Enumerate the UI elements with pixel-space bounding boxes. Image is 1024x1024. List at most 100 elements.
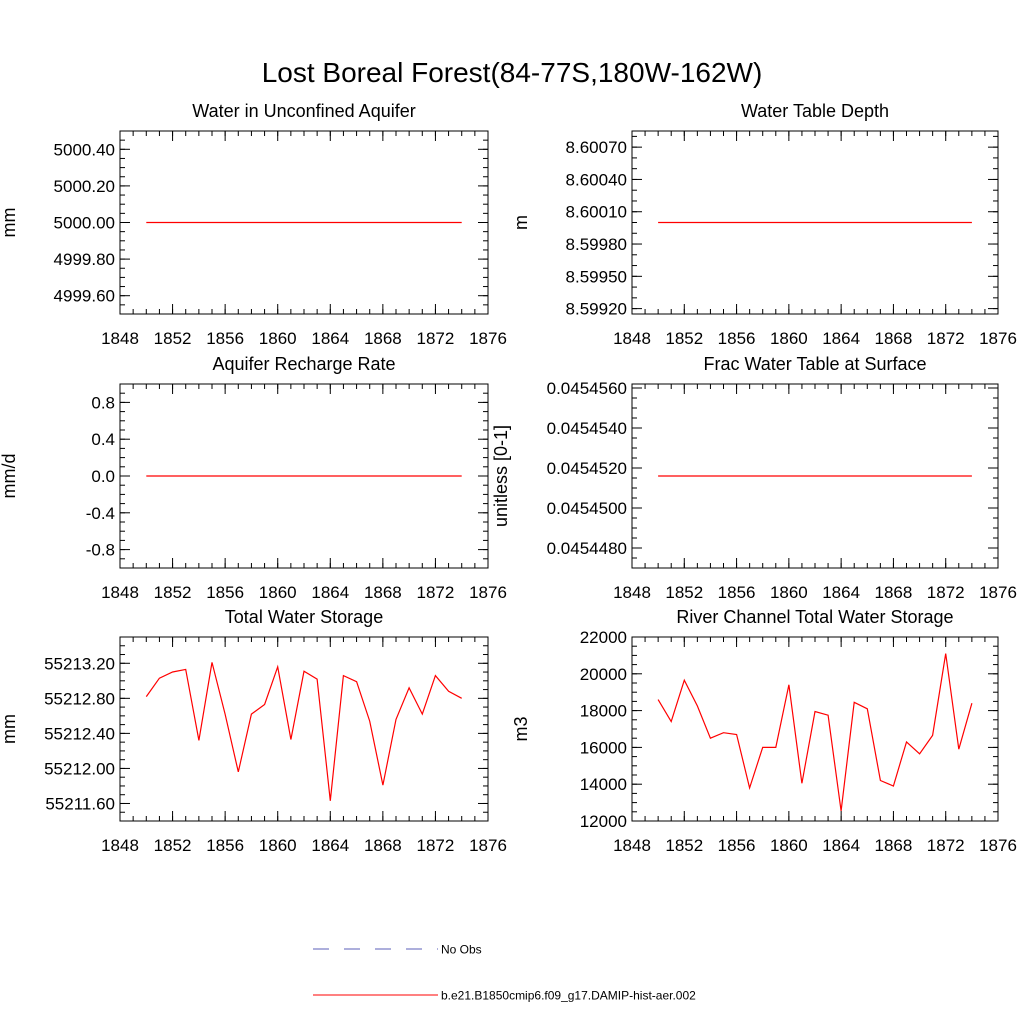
y-axis-label: mm xyxy=(0,208,19,238)
x-tick-label: 1868 xyxy=(875,329,913,348)
chart-panel-6: 1848 1852 1856 1860 1864 1868 1872 1876 12000 140… xyxy=(511,607,1017,855)
series-line xyxy=(657,653,973,811)
legend-label-model: b.e21.B1850cmip6.f09_g17.DAMIP-hist-aer.… xyxy=(441,989,696,1003)
panels: 1848 1852 1856 1860 1864 1868 1872 1876 4999.60 4… xyxy=(0,101,1017,855)
y-axis-label: m xyxy=(511,215,531,230)
x-tick-label: 1872 xyxy=(417,836,455,855)
y-tick-label: 55212.80 xyxy=(44,689,115,708)
y-tick-label: 12000 xyxy=(580,812,627,831)
y-tick-label: 0.0454500 xyxy=(547,499,627,518)
y-tick-label: 8.60070 xyxy=(566,138,627,157)
x-tick-label: 1868 xyxy=(875,583,913,602)
x-tick-label: 1872 xyxy=(927,836,965,855)
y-tick-label: 20000 xyxy=(580,665,627,684)
y-tick-label: 0.0 xyxy=(91,467,115,486)
x-tick-label: 1860 xyxy=(259,329,297,348)
x-tick-label: 1856 xyxy=(206,836,244,855)
x-tick-label: 1864 xyxy=(311,583,349,602)
x-tick-label: 1856 xyxy=(718,329,756,348)
y-tick-label: 0.0454520 xyxy=(547,459,627,478)
x-tick-label: 1852 xyxy=(154,583,192,602)
x-tick-label: 1860 xyxy=(259,836,297,855)
y-axis-label: m3 xyxy=(511,716,531,741)
chart-panel-4: 1848 1852 1856 1860 1864 1868 1872 1876 0.045448… xyxy=(491,354,1017,602)
y-tick-label: -0.8 xyxy=(86,541,115,560)
y-tick-label: 0.0454480 xyxy=(547,539,627,558)
y-tick-label: 55212.00 xyxy=(44,759,115,778)
y-tick-label: -0.4 xyxy=(86,504,115,523)
y-tick-label: 5000.20 xyxy=(54,177,115,196)
x-tick-label: 1876 xyxy=(979,329,1017,348)
y-tick-label: 8.59980 xyxy=(566,235,627,254)
subplot-title: Frac Water Table at Surface xyxy=(703,354,926,374)
x-tick-label: 1868 xyxy=(875,836,913,855)
x-tick-label: 1876 xyxy=(469,583,507,602)
x-tick-label: 1848 xyxy=(613,583,651,602)
y-tick-label: 8.59920 xyxy=(566,300,627,319)
x-tick-label: 1872 xyxy=(417,583,455,602)
x-tick-label: 1848 xyxy=(613,836,651,855)
y-axis-label: mm/d xyxy=(0,454,19,499)
y-tick-label: 55211.60 xyxy=(45,794,115,813)
x-tick-label: 1848 xyxy=(613,329,651,348)
x-tick-label: 1872 xyxy=(927,583,965,602)
y-tick-label: 5000.00 xyxy=(54,214,115,233)
x-tick-label: 1852 xyxy=(665,329,703,348)
y-tick-label: 0.0454540 xyxy=(547,419,627,438)
y-tick-label: 0.0454560 xyxy=(547,379,627,398)
legend: No Obs b.e21.B1850cmip6.f09_g17.DAMIP-hi… xyxy=(313,943,696,1003)
subplot-title: Total Water Storage xyxy=(225,607,383,627)
x-tick-label: 1864 xyxy=(822,836,860,855)
x-tick-label: 1876 xyxy=(979,836,1017,855)
y-tick-label: 8.60010 xyxy=(566,203,627,222)
chart-panel-3: 1848 1852 1856 1860 1864 1868 1872 1876 -0.8 -0.4… xyxy=(0,354,507,602)
y-tick-label: 55212.40 xyxy=(44,724,115,743)
chart-panel-1: 1848 1852 1856 1860 1864 1868 1872 1876 4999.60 4… xyxy=(0,101,507,348)
y-tick-label: 4999.80 xyxy=(54,250,115,269)
x-tick-label: 1852 xyxy=(154,329,192,348)
y-tick-label: 22000 xyxy=(580,628,627,647)
chart-panel-2: 1848 1852 1856 1860 1864 1868 1872 1876 8.59920 8… xyxy=(511,101,1017,348)
x-tick-label: 1848 xyxy=(101,329,139,348)
chart-panel-5: 1848 1852 1856 1860 1864 1868 1872 1876 55211.60… xyxy=(0,607,507,855)
y-tick-label: 18000 xyxy=(580,702,627,721)
x-tick-label: 1864 xyxy=(311,836,349,855)
subplot-title: Aquifer Recharge Rate xyxy=(212,354,395,374)
x-tick-label: 1848 xyxy=(101,836,139,855)
x-tick-label: 1856 xyxy=(718,583,756,602)
x-tick-label: 1868 xyxy=(364,329,402,348)
x-tick-label: 1872 xyxy=(417,329,455,348)
y-axis-label: mm xyxy=(0,714,19,744)
x-tick-label: 1852 xyxy=(665,583,703,602)
x-tick-label: 1864 xyxy=(822,583,860,602)
x-tick-label: 1860 xyxy=(770,583,808,602)
x-tick-label: 1864 xyxy=(311,329,349,348)
y-tick-label: 14000 xyxy=(580,775,627,794)
subplot-title: Water Table Depth xyxy=(741,101,889,121)
x-tick-label: 1856 xyxy=(718,836,756,855)
x-tick-label: 1876 xyxy=(979,583,1017,602)
plot-frame xyxy=(119,636,489,822)
subplot-title: Water in Unconfined Aquifer xyxy=(192,101,415,121)
x-tick-label: 1872 xyxy=(927,329,965,348)
x-tick-label: 1876 xyxy=(469,329,507,348)
y-tick-label: 0.4 xyxy=(91,430,115,449)
x-tick-label: 1860 xyxy=(770,836,808,855)
x-tick-label: 1852 xyxy=(154,836,192,855)
y-axis-label: unitless [0-1] xyxy=(491,425,511,527)
x-tick-label: 1868 xyxy=(364,836,402,855)
y-tick-label: 4999.60 xyxy=(54,287,115,306)
y-tick-label: 0.8 xyxy=(91,393,115,412)
x-tick-label: 1868 xyxy=(364,583,402,602)
x-tick-label: 1864 xyxy=(822,329,860,348)
x-tick-label: 1856 xyxy=(206,583,244,602)
y-tick-label: 5000.40 xyxy=(54,140,115,159)
x-tick-label: 1860 xyxy=(259,583,297,602)
x-tick-label: 1856 xyxy=(206,329,244,348)
x-tick-label: 1848 xyxy=(101,583,139,602)
figure-title: Lost Boreal Forest(84-77S,180W-162W) xyxy=(262,57,763,88)
legend-label-no-obs: No Obs xyxy=(441,943,482,957)
y-tick-label: 8.60040 xyxy=(566,170,627,189)
